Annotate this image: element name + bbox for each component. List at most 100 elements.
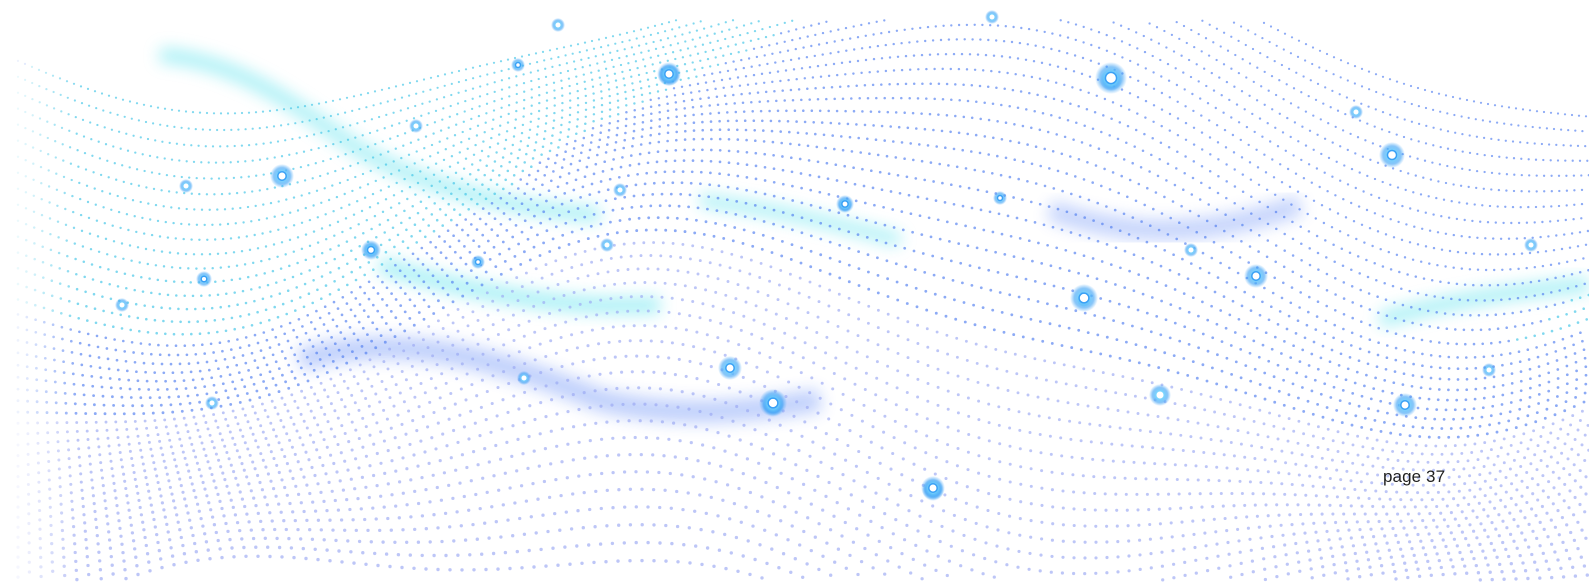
- wave-dot: [1510, 221, 1513, 225]
- wave-dot: [528, 258, 532, 262]
- wave-dot: [1505, 189, 1508, 192]
- wave-dot: [1553, 413, 1557, 417]
- wave-dot: [400, 96, 404, 99]
- wave-dot: [987, 118, 991, 122]
- wave-dot: [1519, 398, 1523, 402]
- wave-dot: [1414, 443, 1418, 447]
- wave-dot: [724, 293, 728, 297]
- wave-dot: [377, 115, 381, 119]
- wave-dot: [33, 257, 36, 261]
- wave-dot: [723, 223, 727, 227]
- wave-dot: [389, 257, 393, 261]
- wave-dot: [1278, 79, 1281, 82]
- wave-dot: [1570, 273, 1574, 276]
- wave-dot: [1104, 280, 1108, 283]
- wave-dot: [247, 369, 250, 372]
- wave-dot: [1017, 295, 1021, 299]
- wave-dot: [752, 47, 756, 50]
- wave-dot: [204, 421, 208, 424]
- wave-dot: [60, 126, 64, 130]
- wave-dot: [1060, 344, 1064, 347]
- wave-dot: [64, 207, 67, 211]
- wave-dot: [675, 216, 679, 220]
- wave-dot: [569, 99, 572, 102]
- wave-dot: [1398, 433, 1402, 436]
- wave-dot: [1381, 110, 1385, 114]
- wave-dot: [970, 84, 974, 87]
- wave-dot: [1562, 301, 1565, 304]
- wave-dot: [1318, 185, 1321, 189]
- wave-dot: [244, 160, 247, 163]
- wave-dot: [1336, 450, 1340, 453]
- wave-dot: [45, 104, 49, 107]
- wave-dot: [1452, 266, 1455, 269]
- wave-dot: [1019, 315, 1023, 319]
- wave-dot: [466, 147, 469, 151]
- wave-dot: [25, 285, 28, 289]
- wave-dot: [1300, 453, 1304, 457]
- wave-dot: [554, 161, 557, 165]
- wave-dot: [136, 434, 140, 438]
- wave-dot: [728, 266, 732, 270]
- wave-dot: [1392, 236, 1396, 239]
- wave-dot: [293, 353, 297, 357]
- wave-dot: [1282, 378, 1285, 382]
- wave-dot: [179, 320, 182, 324]
- wave-dot: [1412, 362, 1415, 366]
- wave-dot: [1377, 196, 1381, 200]
- wave-dot: [1323, 332, 1327, 336]
- wave-dot: [362, 309, 366, 312]
- wave-dot: [1491, 298, 1495, 302]
- wave-dot: [1316, 367, 1320, 371]
- wave-dot: [984, 345, 988, 349]
- glow-bands: [159, 48, 1589, 423]
- wave-dot: [1165, 179, 1168, 182]
- wave-dot: [240, 249, 244, 253]
- wave-dot: [485, 112, 488, 115]
- wave-dot: [1312, 148, 1315, 151]
- wave-dot: [1533, 221, 1536, 224]
- wave-dot: [1546, 278, 1549, 281]
- wave-dot: [1249, 178, 1253, 181]
- wave-dot: [757, 20, 760, 23]
- wave-dot: [271, 269, 275, 273]
- wave-dot: [674, 19, 678, 22]
- wave-dot: [1428, 229, 1432, 232]
- wave-dot: [693, 231, 697, 235]
- wave-dot: [551, 65, 554, 69]
- wave-dot: [492, 61, 496, 64]
- wave-dot: [1557, 174, 1561, 177]
- wave-dot: [399, 286, 403, 290]
- wave-dot: [752, 73, 756, 77]
- wave-dot: [1482, 136, 1486, 140]
- wave-dot: [60, 110, 63, 113]
- wave-dot: [160, 362, 164, 366]
- wave-dot: [89, 121, 92, 124]
- wave-dot: [367, 297, 371, 301]
- wave-dot: [713, 32, 716, 35]
- wave-dot: [398, 269, 402, 273]
- wave-dot: [901, 228, 905, 232]
- wave-dot: [1002, 39, 1006, 43]
- wave-dot: [1527, 405, 1531, 408]
- wave-dot: [836, 324, 840, 328]
- wave-dot: [228, 192, 231, 195]
- wave-dot: [1208, 170, 1212, 173]
- wave-dot: [1206, 102, 1210, 105]
- wave-dot: [763, 152, 767, 156]
- wave-dot: [1419, 323, 1423, 327]
- wave-dot: [742, 41, 745, 44]
- wave-dot: [1043, 359, 1047, 363]
- wave-dot: [795, 77, 798, 81]
- wave-dot: [1142, 34, 1145, 38]
- wave-dot: [1159, 333, 1163, 337]
- wave-dot: [504, 138, 508, 142]
- wave-dot: [341, 230, 344, 234]
- wave-dot: [1576, 245, 1580, 248]
- wave-dot: [103, 221, 107, 225]
- wave-dot: [441, 306, 445, 310]
- wave-dot: [1304, 43, 1308, 46]
- wave-dot: [1206, 423, 1210, 427]
- wave-dot: [920, 53, 924, 57]
- wave-dot: [1168, 129, 1172, 132]
